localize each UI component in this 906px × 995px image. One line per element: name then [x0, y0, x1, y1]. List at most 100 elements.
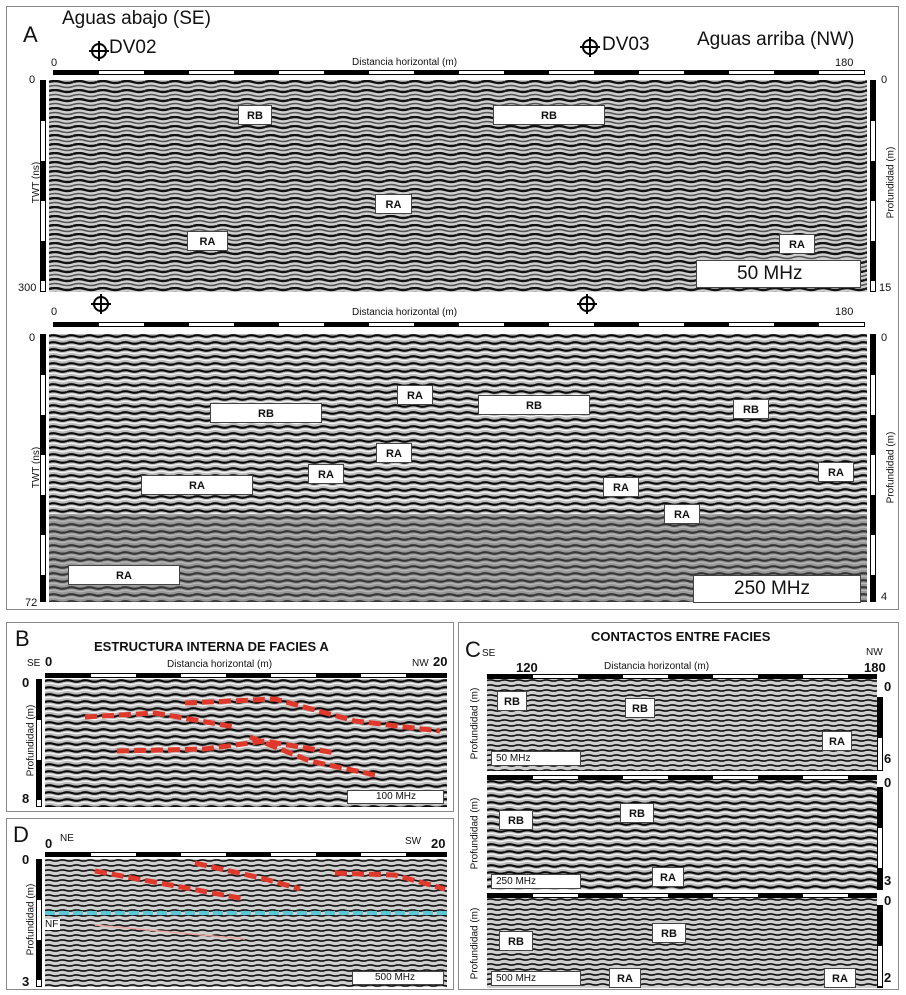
- facies-label: RB: [493, 105, 605, 125]
- depth-axis-label: Profundidad (m): [885, 146, 897, 219]
- facies-label: RA: [187, 231, 228, 251]
- depth-top-tick: 0: [884, 679, 892, 694]
- well-dv02-label: DV02: [109, 37, 157, 58]
- depth-scale-bar: [877, 787, 883, 890]
- depth-axis-label: Profundidad (m): [469, 907, 481, 980]
- facies-label: RA: [68, 565, 180, 585]
- panel-c: C SE CONTACTOS ENTRE FACIES NW 120 Dista…: [458, 622, 899, 990]
- depth-top-tick: 0: [22, 675, 30, 690]
- frequency-label: 500 MHz: [352, 971, 444, 985]
- panel-letter: A: [23, 22, 38, 47]
- left-header: Aguas abajo (SE): [62, 8, 211, 29]
- panel-letter: C: [465, 637, 481, 662]
- x-end-tick: 180: [835, 57, 854, 69]
- panel-title: ESTRUCTURA INTERNA DE FACIES A: [94, 639, 329, 654]
- panel-letter: B: [15, 626, 30, 651]
- frequency-label: 250 MHz: [693, 575, 861, 603]
- radargram-250mhz: [49, 334, 867, 602]
- twt-bottom-tick: 300: [18, 282, 37, 294]
- distance-scale-bar: [487, 775, 877, 780]
- depth-scale-bar: [870, 334, 876, 602]
- facies-label: RB: [499, 810, 533, 830]
- water-table-label: NF: [43, 919, 61, 930]
- x-end-tick: 20: [431, 836, 446, 851]
- facies-label: RA: [603, 477, 639, 497]
- depth-axis-label: Profundidad (m): [469, 687, 481, 760]
- twt-scale-bar: [40, 334, 46, 602]
- left-direction: NE: [60, 833, 74, 844]
- distance-scale-bar: [487, 674, 877, 679]
- depth-bottom-tick: 2: [884, 970, 892, 985]
- depth-top-tick: 0: [884, 775, 892, 790]
- distance-scale-bar: [45, 673, 447, 678]
- facies-label: RA: [664, 504, 700, 524]
- well-marker-icon: [91, 294, 111, 314]
- twt-bottom-tick: 72: [25, 597, 38, 609]
- depth-scale-bar: [877, 697, 883, 771]
- depth-top-tick: 0: [881, 74, 888, 86]
- depth-bottom-tick: 15: [879, 282, 892, 294]
- distance-scale-bar: [53, 70, 865, 75]
- depth-axis-label: Profundidad (m): [885, 431, 897, 504]
- right-header: Aguas arriba (NW): [697, 29, 855, 50]
- radargram-500mhz: [45, 859, 447, 987]
- depth-axis-label: Profundidad (m): [469, 797, 481, 870]
- twt-top-tick: 0: [29, 332, 36, 344]
- facies-label: RB: [499, 931, 533, 951]
- well-marker-icon: [89, 41, 109, 61]
- radargram-100mhz: [45, 679, 447, 807]
- panel-d: D 0 NE SW 20 0 3 Profundidad (m) NF 500 …: [6, 818, 454, 990]
- left-direction: SE: [482, 648, 496, 659]
- facies-label: RB: [652, 923, 686, 943]
- depth-top-tick: 0: [22, 852, 30, 867]
- facies-label: RA: [824, 968, 856, 988]
- facies-label: RB: [210, 403, 322, 423]
- facies-label: RA: [141, 475, 253, 495]
- well-marker-icon: [580, 37, 600, 57]
- depth-bottom-tick: 8: [22, 791, 30, 806]
- depth-scale-bar: [870, 80, 876, 292]
- x-axis-label: Distancia horizontal (m): [167, 659, 273, 670]
- x-end-tick: 180: [835, 306, 854, 318]
- twt-top-tick: 0: [29, 74, 36, 86]
- panel-a: A Aguas abajo (SE) Aguas arriba (NW) DV0…: [6, 6, 899, 610]
- distance-scale-bar: [53, 322, 865, 327]
- frequency-label: 500 MHz: [491, 971, 581, 986]
- depth-bottom-tick: 3: [884, 873, 892, 888]
- x-end-tick: 20: [433, 654, 448, 669]
- twt-scale-bar: [40, 80, 46, 292]
- facies-label: RA: [779, 234, 815, 254]
- panel-letter: D: [13, 822, 29, 847]
- well-marker-icon: [577, 294, 597, 314]
- x-start-tick: 0: [51, 306, 58, 318]
- x-axis-label: Distancia horizontal (m): [604, 661, 710, 672]
- distance-scale-bar: [45, 852, 447, 857]
- x-axis-label: Distancia horizontal (m): [352, 57, 458, 68]
- panel-title: CONTACTOS ENTRE FACIES: [591, 629, 771, 644]
- right-direction: NW: [412, 658, 429, 669]
- facies-label: RB: [733, 399, 769, 419]
- facies-label: RA: [609, 968, 641, 988]
- facies-label: RB: [478, 395, 590, 415]
- facies-label: RA: [376, 443, 412, 463]
- frequency-label: 50 MHz: [491, 751, 581, 766]
- facies-label: RA: [818, 462, 854, 482]
- panel-b: B ESTRUCTURA INTERNA DE FACIES A SE 0 Di…: [6, 622, 454, 812]
- x-start-tick: 0: [51, 57, 58, 69]
- facies-label: RA: [308, 464, 344, 484]
- depth-top-tick: 0: [881, 332, 888, 344]
- facies-label: RA: [375, 194, 412, 214]
- facies-label: RB: [238, 105, 272, 125]
- frequency-label: 250 MHz: [491, 874, 581, 889]
- facies-label: RA: [397, 385, 433, 405]
- left-direction: SE: [27, 658, 41, 669]
- right-direction: SW: [405, 836, 422, 847]
- x-start-tick: 0: [45, 836, 53, 851]
- x-end-tick: 180: [864, 660, 886, 675]
- x-axis-label: Distancia horizontal (m): [352, 307, 458, 318]
- facies-label: RB: [497, 691, 527, 711]
- well-dv03-label: DV03: [602, 34, 650, 55]
- facies-label: RB: [625, 698, 655, 718]
- right-direction: NW: [866, 647, 883, 658]
- depth-bottom-tick: 3: [22, 974, 30, 989]
